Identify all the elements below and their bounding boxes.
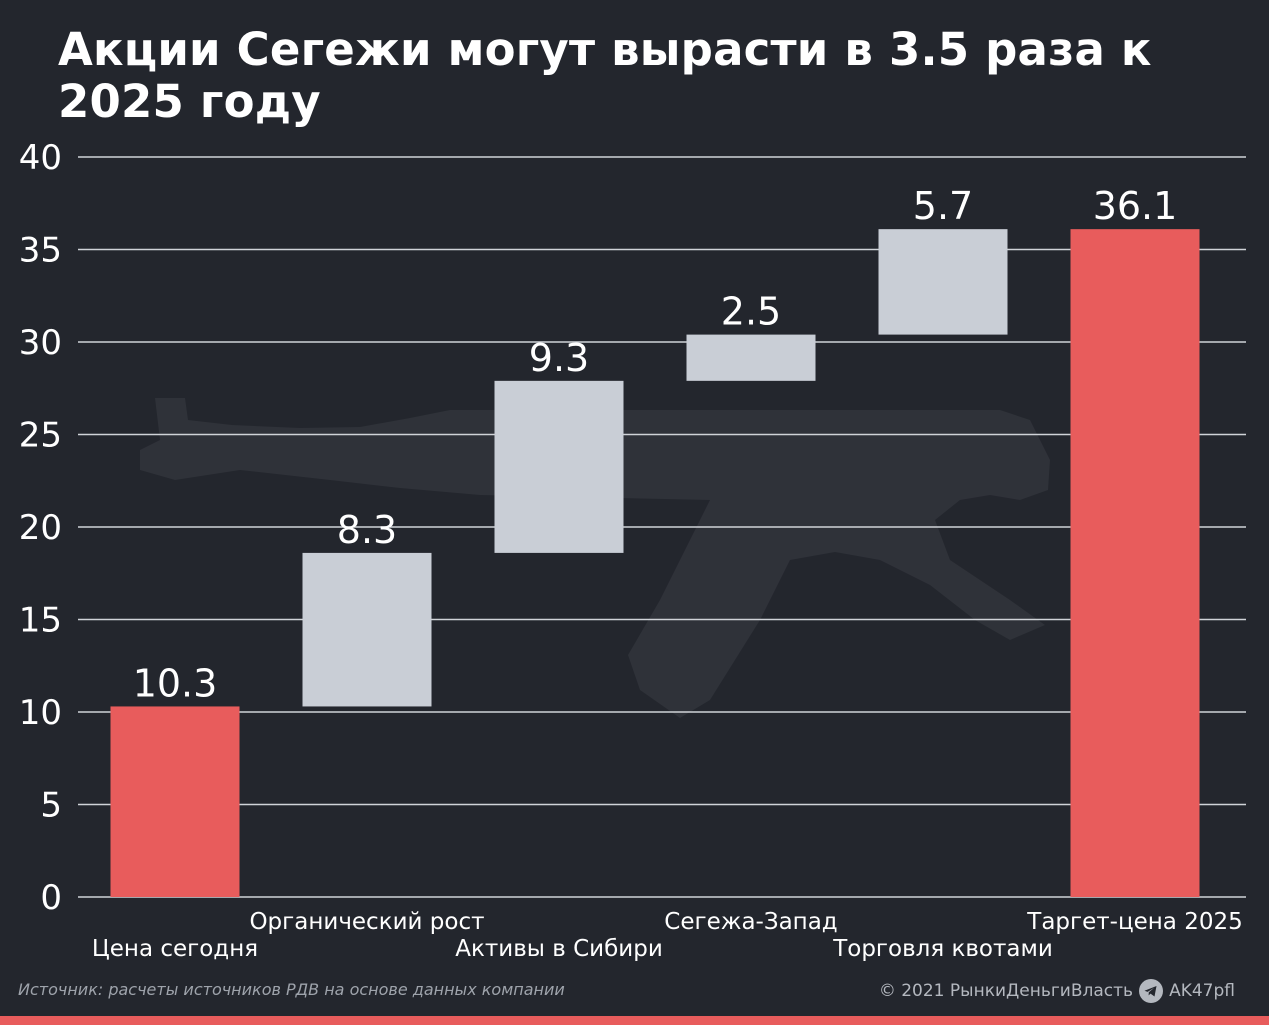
y-tick-label: 20 <box>19 508 62 548</box>
y-tick-label: 15 <box>19 601 62 641</box>
grid-lines <box>78 156 1246 898</box>
bar-increment <box>686 334 816 381</box>
x-category-label: Цена сегодня <box>92 936 258 962</box>
y-tick-label: 5 <box>40 786 62 826</box>
bottom-accent-strip <box>0 1016 1269 1025</box>
handle-text: AK47pfl <box>1169 981 1235 1001</box>
telegram-icon <box>1139 979 1164 1003</box>
value-label: 5.7 <box>913 184 973 228</box>
rifle-watermark-icon <box>140 398 1050 718</box>
x-category-label: Торговля квотами <box>832 936 1053 962</box>
y-tick-label: 0 <box>40 878 62 918</box>
y-tick-label: 40 <box>19 138 62 178</box>
credit-line: © 2021 РынкиДеньгиВласть AK47pfl <box>879 979 1235 1003</box>
chart-title: Акции Сегежи могут вырасти в 3.5 раза к … <box>58 23 1152 128</box>
value-label: 36.1 <box>1093 184 1178 228</box>
x-category-label: Активы в Сибири <box>455 936 663 962</box>
value-label: 2.5 <box>721 290 781 334</box>
bar-increment <box>302 552 432 707</box>
y-tick-label: 30 <box>19 323 62 363</box>
value-labels: 10.3 8.3 9.3 2.5 5.7 36.1 <box>133 184 1178 705</box>
y-tick-label: 25 <box>19 416 62 456</box>
waterfall-chart: 0 5 10 15 20 25 30 35 40 10.3 8.3 9.3 2.5 5.7 36.1 Це… <box>19 138 1246 962</box>
y-tick-label: 35 <box>19 231 62 271</box>
x-category-label: Сегежа-Запад <box>664 909 837 935</box>
bar-increment <box>878 229 1008 335</box>
x-category-label: Органический рост <box>249 909 484 935</box>
copyright-text: © 2021 РынкиДеньгиВласть <box>878 981 1134 1001</box>
value-label: 8.3 <box>337 508 397 552</box>
bars <box>110 229 1200 897</box>
y-tick-label: 10 <box>19 693 62 733</box>
x-category-label: Таргет-цена 2025 <box>1026 909 1242 935</box>
bar-total <box>1070 229 1200 897</box>
y-axis-ticks: 0 5 10 15 20 25 30 35 40 <box>19 138 62 918</box>
value-label: 9.3 <box>529 336 589 380</box>
value-label: 10.3 <box>133 661 218 705</box>
bar-increment <box>494 380 624 553</box>
source-note: Источник: расчеты источников РДВ на осно… <box>18 980 565 999</box>
bar-total <box>110 706 240 897</box>
